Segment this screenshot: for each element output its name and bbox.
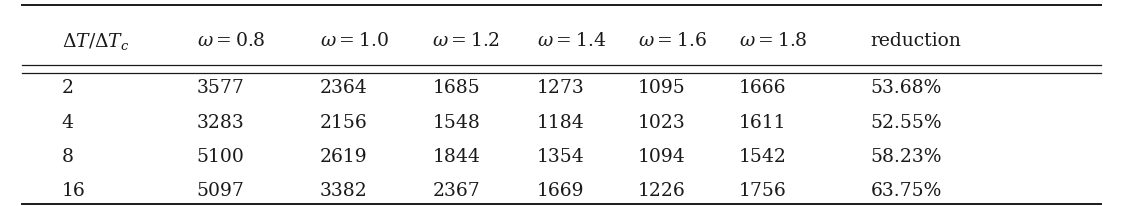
Text: 3577: 3577 <box>197 78 245 97</box>
Text: 2364: 2364 <box>320 78 368 97</box>
Text: 1548: 1548 <box>432 114 481 132</box>
Text: 5097: 5097 <box>197 181 245 200</box>
Text: 1666: 1666 <box>739 78 786 97</box>
Text: 2156: 2156 <box>320 114 368 132</box>
Text: 53.68%: 53.68% <box>870 78 942 97</box>
Text: 2: 2 <box>62 78 74 97</box>
Text: 2619: 2619 <box>320 147 367 166</box>
Text: 4: 4 <box>62 114 74 132</box>
Text: 1844: 1844 <box>432 147 481 166</box>
Text: 1095: 1095 <box>638 78 686 97</box>
Text: $\omega = 1.6$: $\omega = 1.6$ <box>638 32 706 50</box>
Text: 8: 8 <box>62 147 74 166</box>
Text: $\omega = 1.8$: $\omega = 1.8$ <box>739 32 807 50</box>
Text: 1611: 1611 <box>739 114 786 132</box>
Text: 63.75%: 63.75% <box>870 181 942 200</box>
Text: 3382: 3382 <box>320 181 368 200</box>
Text: 58.23%: 58.23% <box>870 147 942 166</box>
Text: 2367: 2367 <box>432 181 481 200</box>
Text: reduction: reduction <box>870 32 961 50</box>
Text: 1094: 1094 <box>638 147 686 166</box>
Text: 1354: 1354 <box>537 147 585 166</box>
Text: $\omega = 1.2$: $\omega = 1.2$ <box>432 32 500 50</box>
Text: 1685: 1685 <box>432 78 481 97</box>
Text: 1226: 1226 <box>638 181 686 200</box>
Text: 3283: 3283 <box>197 114 245 132</box>
Text: 1023: 1023 <box>638 114 686 132</box>
Text: 5100: 5100 <box>197 147 245 166</box>
Text: $\omega = 1.0$: $\omega = 1.0$ <box>320 32 389 50</box>
Text: 1669: 1669 <box>537 181 584 200</box>
Text: $\Delta T/\Delta T_c$: $\Delta T/\Delta T_c$ <box>62 31 129 52</box>
Text: 16: 16 <box>62 181 85 200</box>
Text: 1542: 1542 <box>739 147 787 166</box>
Text: $\omega = 0.8$: $\omega = 0.8$ <box>197 32 265 50</box>
Text: $\omega = 1.4$: $\omega = 1.4$ <box>537 32 606 50</box>
Text: 1273: 1273 <box>537 78 585 97</box>
Text: 1184: 1184 <box>537 114 585 132</box>
Text: 1756: 1756 <box>739 181 787 200</box>
Text: 52.55%: 52.55% <box>870 114 942 132</box>
